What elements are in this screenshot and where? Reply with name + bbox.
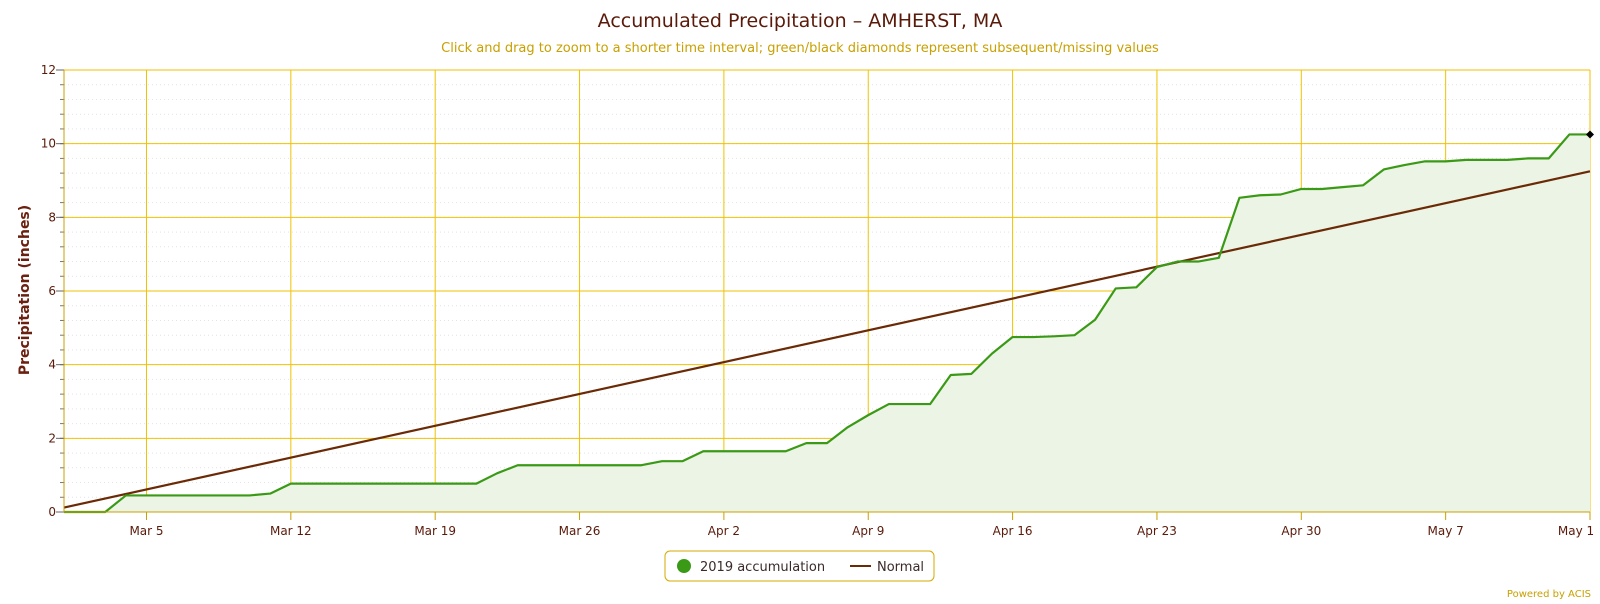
chart-title: Accumulated Precipitation – AMHERST, MA — [598, 10, 1003, 32]
y-tick-label: 0 — [48, 505, 56, 519]
legend[interactable]: 2019 accumulation Normal — [664, 550, 935, 582]
x-tick-label: Apr 9 — [852, 524, 884, 538]
accumulation-area — [64, 134, 1590, 512]
x-tick-label: Apr 16 — [993, 524, 1033, 538]
x-tick-label: Mar 19 — [414, 524, 456, 538]
y-tick-label: 2 — [48, 431, 56, 445]
accumulation-series — [64, 133, 1590, 514]
y-tick-label: 6 — [48, 284, 56, 298]
x-tick-label: Apr 30 — [1281, 524, 1321, 538]
normal-line[interactable] — [63, 170, 1591, 509]
x-tick-label: Mar 26 — [559, 524, 601, 538]
legend-circle-icon — [677, 559, 691, 573]
x-tick-label: Mar 12 — [270, 524, 312, 538]
missing-value-diamond-marker[interactable] — [1586, 130, 1594, 139]
y-tick-label: 8 — [48, 210, 56, 224]
accumulation-line[interactable] — [64, 133, 1590, 514]
legend-label-2019-accumulation: 2019 accumulation — [700, 560, 825, 575]
legend-box — [664, 550, 935, 582]
x-tick-label: Apr 2 — [708, 524, 740, 538]
chart-subtitle: Click and drag to zoom to a shorter time… — [441, 41, 1159, 56]
credits-link[interactable]: Powered by ACIS — [1507, 589, 1591, 600]
x-tick-label: Mar 5 — [129, 524, 163, 538]
axes: 0 2 4 6 8 10 12 Mar 5 Mar 12 Mar 19 Mar 26 Apr 2 Apr… — [41, 63, 1594, 538]
normal-series — [63, 170, 1591, 509]
y-tick-label: 12 — [41, 63, 56, 77]
legend-label-normal: Normal — [877, 560, 924, 575]
markers — [1586, 130, 1594, 139]
x-tick-label: Apr 23 — [1137, 524, 1177, 538]
legend-item-normal[interactable]: Normal — [850, 560, 924, 575]
y-tick-label: 4 — [48, 358, 56, 372]
plot-area — [64, 134, 1590, 512]
y-axis-title: Precipitation (inches) — [17, 205, 33, 375]
x-tick-label: May 1 — [1558, 524, 1594, 538]
x-tick-label: May 7 — [1428, 524, 1464, 538]
y-tick-label: 10 — [41, 137, 56, 151]
legend-item-2019-accumulation[interactable]: 2019 accumulation — [677, 559, 825, 575]
